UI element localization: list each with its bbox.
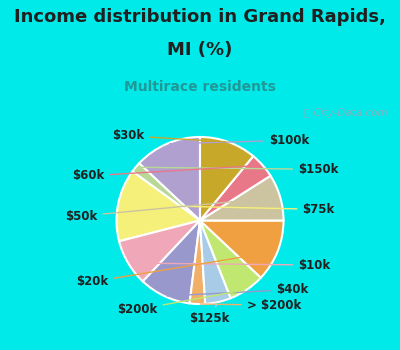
Wedge shape: [200, 176, 284, 220]
Text: $20k: $20k: [76, 252, 275, 288]
Text: $75k: $75k: [121, 203, 335, 216]
Wedge shape: [119, 220, 200, 281]
Wedge shape: [190, 220, 205, 304]
Wedge shape: [200, 220, 284, 278]
Text: $60k: $60k: [72, 166, 260, 182]
Wedge shape: [143, 220, 200, 303]
Text: $10k: $10k: [131, 259, 330, 272]
Wedge shape: [200, 156, 270, 220]
Text: $100k: $100k: [170, 134, 309, 147]
Text: Income distribution in Grand Rapids,: Income distribution in Grand Rapids,: [14, 8, 386, 26]
Wedge shape: [200, 220, 231, 304]
Text: > $200k: > $200k: [200, 299, 301, 312]
Text: $125k: $125k: [189, 304, 229, 325]
Text: $50k: $50k: [65, 197, 278, 223]
Text: ⓘ City-Data.com: ⓘ City-Data.com: [304, 108, 388, 118]
Text: $200k: $200k: [118, 290, 244, 316]
Text: $150k: $150k: [138, 163, 338, 176]
Wedge shape: [116, 172, 200, 241]
Text: MI (%): MI (%): [167, 41, 233, 59]
Text: $40k: $40k: [167, 283, 308, 296]
Wedge shape: [200, 220, 261, 298]
Text: Multirace residents: Multirace residents: [124, 80, 276, 94]
Wedge shape: [132, 163, 200, 220]
Wedge shape: [139, 137, 200, 220]
Wedge shape: [200, 137, 253, 220]
Text: $30k: $30k: [112, 130, 226, 142]
